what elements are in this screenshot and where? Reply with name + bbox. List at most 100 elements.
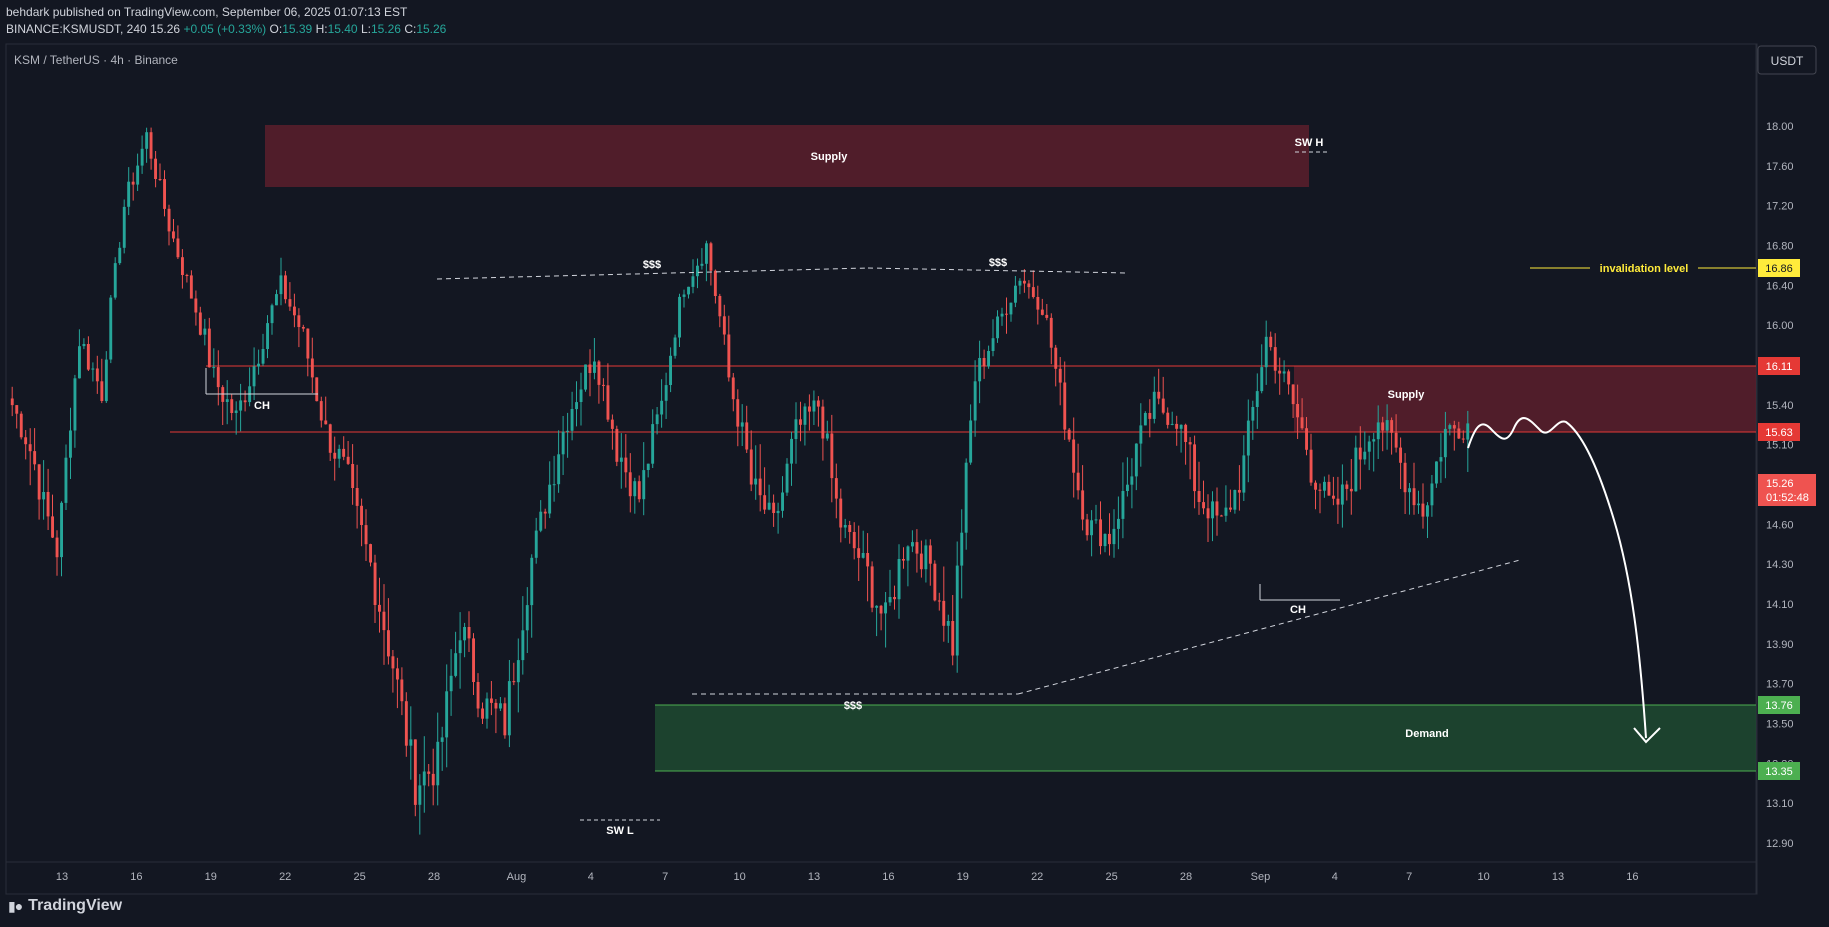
candle-body bbox=[136, 165, 140, 185]
candle-body bbox=[606, 385, 610, 420]
candle-body bbox=[396, 668, 399, 680]
candle-body bbox=[310, 358, 314, 378]
candle-body bbox=[830, 433, 834, 479]
candle-body bbox=[1108, 533, 1111, 545]
candle-body bbox=[781, 492, 784, 511]
tradingview-logo[interactable]: ▮● TradingView bbox=[8, 897, 122, 915]
candle-body bbox=[46, 492, 50, 517]
candle-body bbox=[678, 296, 681, 338]
candle-body bbox=[1448, 425, 1452, 429]
candle-body bbox=[481, 708, 484, 719]
x-tick-label: 22 bbox=[1031, 871, 1043, 883]
chart-header: behdark published on TradingView.com, Se… bbox=[6, 4, 446, 38]
badge-level-2: 15.63 bbox=[1765, 427, 1793, 439]
candle-body bbox=[749, 449, 753, 485]
candle-body bbox=[1435, 461, 1438, 484]
candle-body bbox=[906, 546, 910, 561]
candle-body bbox=[172, 231, 175, 239]
candle-body bbox=[808, 406, 811, 412]
time-axis-ticks: 13 16 19 22 25 28 Aug 4 7 10 13 16 19 22 25 28 Sep 4 7 10 13… bbox=[56, 871, 1639, 883]
candle-body bbox=[472, 638, 475, 682]
candle-body bbox=[521, 630, 525, 661]
chart-frame bbox=[5, 43, 1758, 895]
candle-body bbox=[866, 553, 870, 567]
supply-label-right: Supply bbox=[1388, 389, 1426, 401]
candle-body bbox=[673, 337, 677, 356]
candle-body bbox=[928, 545, 932, 564]
candle-body bbox=[167, 208, 171, 232]
y-tick-label: 14.60 bbox=[1766, 519, 1794, 531]
candle-body bbox=[1443, 428, 1447, 458]
candle-body bbox=[1134, 443, 1138, 477]
candle-body bbox=[870, 566, 874, 608]
candle-body bbox=[1081, 490, 1085, 520]
candle-body bbox=[1345, 484, 1349, 489]
currency-button-frame[interactable] bbox=[1757, 45, 1817, 75]
candle-body bbox=[494, 702, 498, 709]
candle-body bbox=[113, 263, 117, 298]
candle-body bbox=[198, 312, 202, 335]
candle-body bbox=[1130, 476, 1134, 485]
badge-level-1-bg bbox=[1758, 357, 1800, 375]
x-tick-label: 22 bbox=[279, 871, 291, 883]
candle-body bbox=[1461, 438, 1465, 440]
candle-body bbox=[33, 451, 37, 465]
candle-body bbox=[409, 739, 413, 746]
candle-body bbox=[1412, 488, 1416, 506]
candle-body bbox=[1336, 498, 1340, 505]
candle-body bbox=[252, 366, 256, 387]
candle-body bbox=[799, 419, 802, 425]
candle-body bbox=[552, 484, 556, 486]
candle-body bbox=[1090, 520, 1093, 536]
candle-body bbox=[960, 532, 964, 566]
candle-body bbox=[1067, 429, 1071, 440]
candle-body bbox=[996, 316, 999, 339]
candle-body bbox=[293, 306, 296, 316]
candle-body bbox=[1237, 490, 1241, 493]
candle-body bbox=[933, 563, 937, 601]
candle-body bbox=[449, 675, 453, 692]
candle-body bbox=[937, 600, 941, 602]
candle-body bbox=[1179, 424, 1183, 429]
candle-body bbox=[19, 413, 23, 438]
candle-body bbox=[86, 344, 90, 370]
candle-body bbox=[893, 597, 896, 600]
candle-body bbox=[1166, 412, 1170, 425]
candle-body bbox=[1045, 314, 1049, 318]
badge-demand-top-bg bbox=[1758, 696, 1800, 714]
candle-body bbox=[879, 605, 883, 614]
candle-body bbox=[413, 739, 417, 805]
y-tick-label: 12.90 bbox=[1766, 838, 1794, 850]
candle-body bbox=[951, 621, 955, 656]
candle-body bbox=[279, 275, 283, 295]
candle-body bbox=[763, 495, 767, 510]
candle-body bbox=[216, 367, 220, 388]
candle-body bbox=[637, 481, 641, 500]
candle-body bbox=[884, 602, 887, 614]
candle-body bbox=[1009, 302, 1013, 315]
candle-body bbox=[163, 179, 166, 209]
candle-body bbox=[543, 511, 547, 514]
candle-body bbox=[794, 419, 798, 439]
candle-body bbox=[516, 660, 520, 683]
badge-countdown: 01:52:48 bbox=[1766, 492, 1809, 504]
x-tick-label: 13 bbox=[1552, 871, 1564, 883]
candle-body bbox=[839, 498, 843, 528]
candle-body bbox=[194, 298, 198, 313]
candle-body bbox=[458, 640, 462, 654]
candle-body bbox=[176, 238, 180, 258]
last-price: 15.26 bbox=[150, 22, 181, 36]
candle-body bbox=[646, 463, 650, 470]
candle-body bbox=[418, 785, 422, 805]
candle-body bbox=[1309, 449, 1313, 483]
candle-body bbox=[1430, 483, 1434, 506]
candle-body bbox=[821, 406, 825, 439]
candle-body bbox=[69, 430, 72, 458]
currency-label[interactable]: USDT bbox=[1771, 54, 1804, 68]
candle-body bbox=[1023, 280, 1026, 284]
candle-body bbox=[490, 698, 493, 703]
close-value: 15.26 bbox=[416, 22, 447, 36]
currency-button[interactable]: USDT bbox=[1757, 45, 1817, 75]
candle-body bbox=[557, 454, 561, 485]
candle-body bbox=[1421, 503, 1425, 517]
